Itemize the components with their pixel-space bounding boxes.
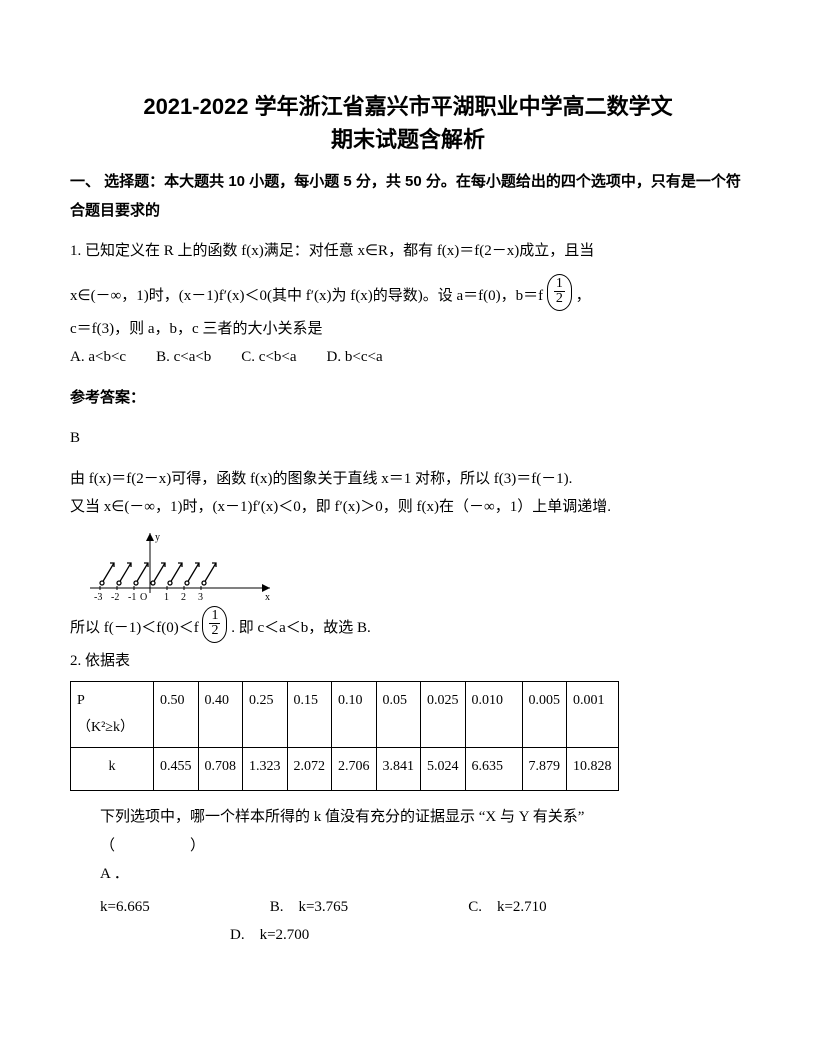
q1-explain-1: 由 f(x)＝f(2－x)可得，函数 f(x)的图象关于直线 x＝1 对称，所以… — [70, 465, 746, 494]
p-cell: 0.001 — [567, 682, 619, 748]
p-cell: 0.40 — [198, 682, 243, 748]
exam-title: 2021-2022 学年浙江省嘉兴市平湖职业中学高二数学文 期末试题含解析 — [70, 90, 746, 156]
q2-options-row: k=6.665 B. k=3.765 C. k=2.710 — [70, 893, 746, 922]
svg-text:3: 3 — [198, 592, 203, 603]
svg-text:1: 1 — [164, 592, 169, 603]
q1-line3: c＝f(3)，则 a，b，c 三者的大小关系是 — [70, 315, 746, 344]
q1-line2-after: ， — [576, 287, 591, 303]
q2-paren: （ ） — [70, 832, 746, 861]
fraction-top-2: 1 — [209, 609, 220, 624]
k-cell: 7.879 — [522, 748, 567, 791]
fraction-bottom: 2 — [554, 292, 565, 306]
svg-text:-2: -2 — [111, 592, 119, 603]
fraction-one-half-2: 1 2 — [202, 606, 227, 643]
q1-answer: B — [70, 424, 746, 453]
q1-explain-2: 又当 x∈(－∞，1)时，(x－1)f′(x)＜0，即 f′(x)＞0，则 f(… — [70, 493, 746, 522]
p-cell: 0.025 — [421, 682, 466, 748]
table-row: P （K²≥k） 0.50 0.40 0.25 0.15 0.10 0.05 0… — [71, 682, 619, 748]
fraction-top: 1 — [554, 277, 565, 292]
p-cell: 0.010 — [465, 682, 522, 748]
svg-text:-1: -1 — [128, 592, 136, 603]
q1-explain-3: 所以 f(－1)＜f(0)＜f 1 2 . 即 c＜a＜b，故选 B. — [70, 610, 746, 647]
q1-line2-before: x∈(－∞，1)时，(x－1)f′(x)＜0(其中 f′(x)为 f(x)的导数… — [70, 287, 543, 303]
k-cell: 0.455 — [154, 748, 199, 791]
p-cell: 0.05 — [376, 682, 421, 748]
q1-line2: x∈(－∞，1)时，(x－1)f′(x)＜0(其中 f′(x)为 f(x)的导数… — [70, 278, 746, 315]
k-cell: 2.706 — [332, 748, 377, 791]
fraction-one-half: 1 2 — [547, 274, 572, 311]
section-1-heading: 一、 选择题：本大题共 10 小题，每小题 5 分，共 50 分。在每小题给出的… — [70, 168, 746, 225]
title-line-1: 2021-2022 学年浙江省嘉兴市平湖职业中学高二数学文 — [70, 90, 746, 123]
svg-text:-3: -3 — [94, 592, 102, 603]
svg-text:2: 2 — [181, 592, 186, 603]
p-cell: 0.15 — [287, 682, 332, 748]
k-cell: 10.828 — [567, 748, 619, 791]
q2-opt-c: C. k=2.710 — [468, 893, 546, 922]
q2-head: 2. 依据表 — [70, 647, 746, 676]
k-cell: 2.072 — [287, 748, 332, 791]
q2-question-line: 下列选项中，哪一个样本所得的 k 值没有充分的证据显示 “X 与 Y 有关系” — [70, 803, 746, 832]
answer-label: 参考答案： — [70, 384, 746, 413]
p-cell: 0.25 — [243, 682, 288, 748]
row1-head-b: （K²≥k） — [77, 715, 147, 742]
chi-square-table: P （K²≥k） 0.50 0.40 0.25 0.15 0.10 0.05 0… — [70, 681, 619, 791]
p-cell: 0.50 — [154, 682, 199, 748]
q1-line1: 1. 已知定义在 R 上的函数 f(x)满足：对任意 x∈R，都有 f(x)＝f… — [70, 237, 746, 266]
k-cell: 0.708 — [198, 748, 243, 791]
p-cell: 0.005 — [522, 682, 567, 748]
q1-explain-3-after: . 即 c＜a＜b，故选 B. — [231, 619, 371, 635]
k-cell: 3.841 — [376, 748, 421, 791]
exam-page: 2021-2022 学年浙江省嘉兴市平湖职业中学高二数学文 期末试题含解析 一、… — [0, 0, 816, 1056]
svg-text:y: y — [155, 532, 160, 543]
k-cell: 6.635 — [465, 748, 522, 791]
q1-explain-3-before: 所以 f(－1)＜f(0)＜f — [70, 619, 199, 635]
svg-text:x: x — [265, 592, 270, 603]
q2-opt-a: k=6.665 — [100, 893, 150, 922]
q2-opt-b: B. k=3.765 — [270, 893, 348, 922]
q1-options: A. a<b<c B. c<a<b C. c<b<a D. b<c<a — [70, 343, 746, 372]
k-cell: 1.323 — [243, 748, 288, 791]
q2-opt-a-label: A ． — [70, 860, 746, 889]
row1-head-a: P — [77, 688, 147, 715]
svg-text:O: O — [140, 592, 147, 603]
row2-head: k — [71, 748, 154, 791]
number-line-graph: -3 -2 -1 O 1 2 3 y x — [80, 528, 280, 608]
p-cell: 0.10 — [332, 682, 377, 748]
fraction-bottom-2: 2 — [209, 624, 220, 638]
table-row: k 0.455 0.708 1.323 2.072 2.706 3.841 5.… — [71, 748, 619, 791]
title-line-2: 期末试题含解析 — [70, 123, 746, 156]
k-cell: 5.024 — [421, 748, 466, 791]
q2-opt-d: D. k=2.700 — [70, 921, 746, 950]
